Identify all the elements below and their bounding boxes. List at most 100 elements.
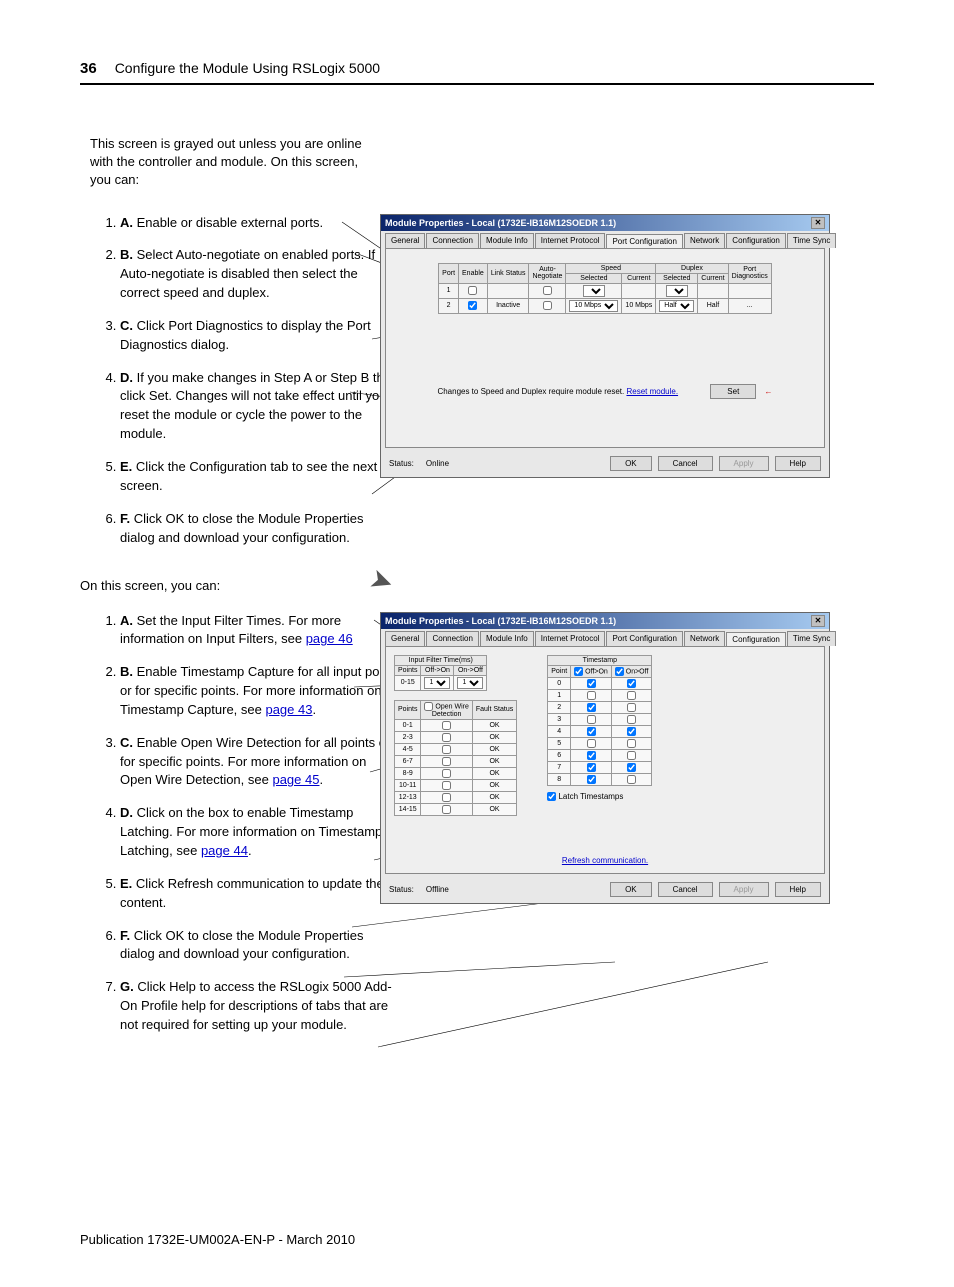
intro-paragraph-1: This screen is grayed out unless you are…: [90, 135, 370, 190]
dialog-body-2: Input Filter Time(ms) Points Off->On On-…: [385, 646, 825, 874]
tab-network[interactable]: Network: [684, 233, 725, 248]
ts-onoff-checkbox[interactable]: [627, 751, 636, 760]
timestamp-table: Timestamp Point Off>On On>Off 0 1 2 3 4 …: [547, 655, 652, 786]
port1-duplex-select[interactable]: [666, 285, 688, 297]
openwire-checkbox[interactable]: [442, 793, 451, 802]
ts-onoff-checkbox[interactable]: [627, 763, 636, 772]
step-2c: C. Enable Open Wire Detection for all po…: [120, 734, 400, 791]
timestamp-row: 4: [548, 725, 652, 737]
tab-connection[interactable]: Connection: [426, 233, 478, 248]
port1-speed-select[interactable]: [583, 285, 605, 297]
help-button[interactable]: Help: [775, 456, 821, 471]
latch-timestamps-checkbox[interactable]: [547, 792, 556, 801]
page-45-link[interactable]: page 45: [272, 772, 319, 787]
ts-all-onoff-checkbox[interactable]: [615, 667, 624, 676]
tab-time-sync[interactable]: Time Sync: [787, 233, 837, 248]
auto-negotiate-header: Auto-Negotiate: [529, 263, 566, 283]
ts-offon-checkbox[interactable]: [587, 763, 596, 772]
tab-module-info[interactable]: Module Info: [480, 233, 534, 248]
filter-onoff-select[interactable]: 1: [457, 677, 483, 689]
tab-configuration[interactable]: Configuration: [726, 233, 786, 248]
openwire-checkbox[interactable]: [442, 721, 451, 730]
openwire-checkbox[interactable]: [442, 805, 451, 814]
step-1f: F. Click OK to close the Module Properti…: [120, 510, 400, 548]
ts-onoff-checkbox[interactable]: [627, 775, 636, 784]
page-43-link[interactable]: page 43: [265, 702, 312, 717]
openwire-checkbox[interactable]: [442, 733, 451, 742]
tab-internet-protocol[interactable]: Internet Protocol: [535, 233, 606, 248]
reset-module-link[interactable]: Reset module.: [626, 387, 678, 396]
tab-module-info-2[interactable]: Module Info: [480, 631, 534, 646]
tab-connection-2[interactable]: Connection: [426, 631, 478, 646]
step-2g: G. Click Help to access the RSLogix 5000…: [120, 978, 400, 1035]
close-icon-2[interactable]: ✕: [811, 615, 825, 627]
page-44-link[interactable]: page 44: [201, 843, 248, 858]
openwire-checkbox[interactable]: [442, 757, 451, 766]
tab-time-sync-2[interactable]: Time Sync: [787, 631, 837, 646]
openwire-all-checkbox[interactable]: [424, 702, 433, 711]
filter-offon-select[interactable]: 1: [424, 677, 450, 689]
apply-button-2[interactable]: Apply: [719, 882, 769, 897]
timestamp-row: 7: [548, 761, 652, 773]
tab-general-2[interactable]: General: [385, 631, 425, 646]
dialog-body: Port Enable Link Status Auto-Negotiate S…: [385, 248, 825, 448]
step-1c: C. Click Port Diagnostics to display the…: [120, 317, 400, 355]
port1-enable-checkbox[interactable]: [468, 286, 477, 295]
step-2a: A. Set the Input Filter Times. For more …: [120, 612, 400, 650]
port2-duplex-select[interactable]: Half: [659, 300, 694, 312]
ts-onoff-checkbox[interactable]: [627, 727, 636, 736]
tab-port-configuration-2[interactable]: Port Configuration: [606, 631, 682, 646]
apply-button[interactable]: Apply: [719, 456, 769, 471]
page-46-link[interactable]: page 46: [306, 631, 353, 646]
help-button-2[interactable]: Help: [775, 882, 821, 897]
port2-enable-checkbox[interactable]: [468, 301, 477, 310]
ts-onoff-checkbox[interactable]: [627, 739, 636, 748]
ts-onoff-checkbox[interactable]: [627, 715, 636, 724]
ts-all-offon-checkbox[interactable]: [574, 667, 583, 676]
ts-offon-checkbox[interactable]: [587, 775, 596, 784]
timestamp-row: 8: [548, 773, 652, 785]
open-wire-table: Points Open WireDetection Fault Status 0…: [394, 700, 517, 816]
tab-general[interactable]: General: [385, 233, 425, 248]
latch-timestamps-row: Latch Timestamps: [547, 792, 652, 801]
ts-offon-checkbox[interactable]: [587, 715, 596, 724]
dialog-title: Module Properties - Local (1732E-IB16M12…: [385, 218, 616, 228]
tab-port-configuration[interactable]: Port Configuration: [606, 234, 682, 249]
openwire-checkbox[interactable]: [442, 745, 451, 754]
dialog-configuration: Module Properties - Local (1732E-IB16M12…: [380, 612, 830, 904]
tab-network-2[interactable]: Network: [684, 631, 725, 646]
ok-button[interactable]: OK: [610, 456, 652, 471]
step-1e: E. Click the Configuration tab to see th…: [120, 458, 400, 496]
ts-offon-checkbox[interactable]: [587, 703, 596, 712]
openwire-row: 10-11 OK: [395, 779, 517, 791]
openwire-checkbox[interactable]: [442, 769, 451, 778]
cancel-button[interactable]: Cancel: [658, 456, 713, 471]
cancel-button-2[interactable]: Cancel: [658, 882, 713, 897]
tab-internet-protocol-2[interactable]: Internet Protocol: [535, 631, 606, 646]
tab-configuration-2[interactable]: Configuration: [726, 632, 786, 647]
port-row-2: 2 Inactive 10 Mbps 10 Mbps Half Half ...: [439, 298, 772, 313]
openwire-row: 8-9 OK: [395, 767, 517, 779]
port2-auto-checkbox[interactable]: [543, 301, 552, 310]
close-icon[interactable]: ✕: [811, 217, 825, 229]
ts-offon-checkbox[interactable]: [587, 679, 596, 688]
ts-onoff-checkbox[interactable]: [627, 679, 636, 688]
ts-offon-checkbox[interactable]: [587, 739, 596, 748]
set-button[interactable]: Set: [710, 384, 756, 399]
port-diag-button[interactable]: ...: [747, 302, 753, 309]
timestamp-row: 5: [548, 737, 652, 749]
refresh-communication-link[interactable]: Refresh communication.: [394, 856, 816, 865]
ts-onoff-checkbox[interactable]: [627, 691, 636, 700]
port1-auto-checkbox[interactable]: [543, 286, 552, 295]
openwire-checkbox[interactable]: [442, 781, 451, 790]
ts-offon-checkbox[interactable]: [587, 751, 596, 760]
ok-button-2[interactable]: OK: [610, 882, 652, 897]
port-diag-header: PortDiagnostics: [728, 263, 771, 283]
ts-offon-checkbox[interactable]: [587, 727, 596, 736]
port2-speed-select[interactable]: 10 Mbps: [569, 300, 618, 312]
header-rule: [80, 83, 874, 85]
dialog-titlebar: Module Properties - Local (1732E-IB16M12…: [381, 215, 829, 231]
step-2b: B. Enable Timestamp Capture for all inpu…: [120, 663, 400, 720]
ts-onoff-checkbox[interactable]: [627, 703, 636, 712]
ts-offon-checkbox[interactable]: [587, 691, 596, 700]
